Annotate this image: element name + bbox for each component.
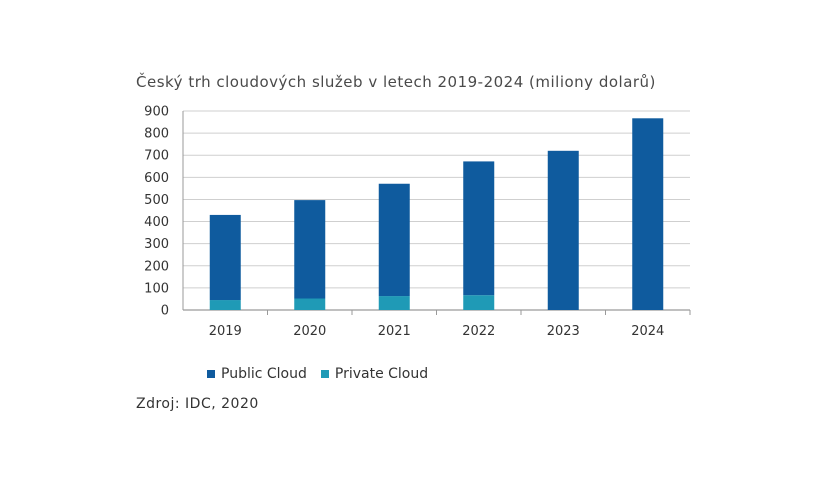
- y-tick-label: 500: [144, 193, 169, 208]
- legend-swatch-public: [207, 370, 215, 378]
- x-tick-label: 2023: [547, 324, 580, 339]
- x-tick-label: 2020: [293, 324, 326, 339]
- y-axis-ticks: 0 100 200 300 400 500 600 700 800 900: [144, 105, 169, 319]
- source-note: Zdroj: IDC, 2020: [136, 396, 259, 412]
- bar-public-cloud: [463, 161, 495, 296]
- bar-public-cloud: [378, 183, 410, 297]
- bar-private-cloud: [209, 300, 241, 310]
- x-axis-ticks: 2019 2020 2021 2022 2023 2024: [209, 310, 691, 339]
- y-tick-label: 400: [144, 215, 169, 230]
- legend-label-public: Public Cloud: [221, 366, 307, 382]
- y-tick-label: 900: [144, 105, 169, 120]
- y-tick-label: 100: [144, 281, 169, 296]
- bar-public-cloud: [294, 200, 326, 299]
- bar-private-cloud: [463, 295, 495, 310]
- bar-public-cloud: [209, 214, 241, 301]
- gridlines: [182, 110, 690, 311]
- y-tick-label: 600: [144, 171, 169, 186]
- legend-item-private: Private Cloud: [320, 366, 429, 382]
- y-tick-label: 700: [144, 149, 169, 164]
- x-tick-label: 2019: [209, 324, 242, 339]
- x-tick-label: 2024: [631, 324, 664, 339]
- chart-title: Český trh cloudových služeb v letech 201…: [136, 73, 656, 91]
- y-tick-label: 200: [144, 259, 169, 274]
- y-tick-label: 800: [144, 127, 169, 142]
- legend-item-public: Public Cloud: [207, 366, 307, 382]
- y-tick-label: 0: [161, 304, 169, 319]
- bar-public-cloud: [547, 150, 579, 310]
- legend-swatch-private: [320, 370, 329, 378]
- x-tick-label: 2021: [378, 324, 411, 339]
- legend-label-private: Private Cloud: [334, 366, 429, 382]
- x-tick-label: 2022: [462, 324, 495, 339]
- y-tick-label: 300: [144, 237, 169, 252]
- legend: Public Cloud Private Cloud: [207, 366, 428, 382]
- bar-private-cloud: [378, 296, 410, 310]
- bar-public-cloud: [632, 118, 664, 311]
- bars: [209, 118, 664, 311]
- bar-private-cloud: [294, 298, 326, 310]
